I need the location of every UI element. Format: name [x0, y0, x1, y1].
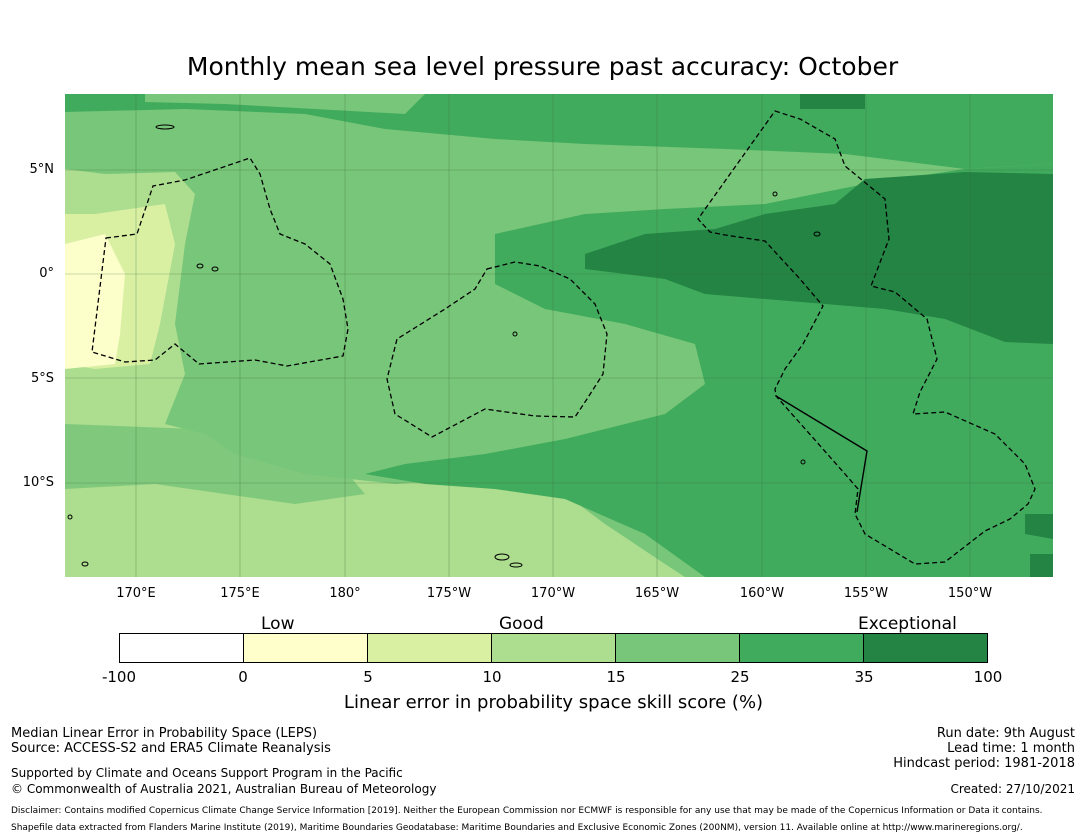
- colorbar-tick: 15: [606, 668, 626, 686]
- colorbar-category-good: Good: [499, 614, 544, 634]
- lon-label: 155°W: [843, 586, 889, 601]
- skill-field-exceptional-corner: [1030, 554, 1053, 577]
- colorbar: [119, 633, 988, 663]
- footer-disclaimer: Disclaimer: Contains modified Copernicus…: [11, 806, 1043, 816]
- skill-field-good-southwest: [65, 424, 365, 504]
- chart-title: Monthly mean sea level pressure past acc…: [186, 52, 899, 81]
- colorbar-segment: [739, 634, 863, 662]
- island-icon: [81, 561, 89, 567]
- footer-support: Supported by Climate and Oceans Support …: [11, 766, 403, 780]
- lon-label: 170°W: [530, 586, 576, 601]
- colorbar-tick: 10: [482, 668, 502, 686]
- skill-field-exceptional: [585, 172, 1053, 344]
- island-icon: [211, 266, 219, 272]
- footer-lead-time: Lead time: 1 month: [947, 741, 1075, 756]
- lon-label: 180°: [329, 586, 361, 601]
- colorbar-segment: [243, 634, 367, 662]
- lat-label: 5°S: [30, 371, 54, 386]
- island-icon: [512, 331, 518, 337]
- lon-label: 175°W: [426, 586, 472, 601]
- skill-field-exceptional-se: [1025, 514, 1053, 539]
- eez-solid-boundary: [775, 395, 868, 513]
- colorbar-category-exceptional: Exceptional: [858, 614, 957, 634]
- lon-label: 170°E: [116, 586, 156, 601]
- map-gridlines: [65, 94, 1053, 577]
- island-icon: [772, 191, 778, 197]
- island-icon: [800, 459, 806, 465]
- skill-field-0-5: [65, 234, 125, 369]
- footer-hindcast-period: Hindcast period: 1981-2018: [893, 756, 1075, 771]
- skill-map: [65, 94, 1053, 577]
- eez-phoenix: [386, 261, 608, 438]
- colorbar-tick: 5: [363, 668, 373, 686]
- lat-label: 10°S: [22, 475, 54, 490]
- island-icon: [196, 263, 204, 269]
- footer-copyright: © Commonwealth of Australia 2021, Austra…: [11, 782, 437, 796]
- footer-source: Source: ACCESS-S2 and ERA5 Climate Reana…: [11, 741, 331, 756]
- lon-label: 175°E: [220, 586, 260, 601]
- colorbar-category-low: Low: [261, 614, 295, 634]
- island-outlines: [67, 124, 821, 568]
- lat-label: 5°N: [29, 162, 55, 177]
- island-icon: [155, 124, 175, 130]
- lon-label: 150°W: [947, 586, 993, 601]
- colorbar-tick: 25: [730, 668, 750, 686]
- colorbar-tick: -100: [101, 668, 137, 686]
- footer-method: Median Linear Error in Probability Space…: [11, 726, 318, 741]
- eez-boundaries: [91, 110, 1036, 565]
- island-icon: [813, 231, 821, 237]
- colorbar-tick: 35: [854, 668, 874, 686]
- skill-field-top: [65, 94, 1053, 169]
- colorbar-segment: [491, 634, 615, 662]
- eez-line-islands: [697, 110, 1036, 565]
- island-icon: [509, 562, 523, 568]
- colorbar-title: Linear error in probability space skill …: [343, 692, 764, 713]
- colorbar-tick: 0: [238, 668, 248, 686]
- colorbar-tick: 100: [973, 668, 1003, 686]
- colorbar-segment: [367, 634, 491, 662]
- lon-label: 165°W: [634, 586, 680, 601]
- lon-label: 160°W: [739, 586, 785, 601]
- eez-cook-line: [775, 395, 868, 513]
- island-icon: [494, 553, 510, 561]
- colorbar-segment: [615, 634, 739, 662]
- skill-map-svg: [65, 94, 1053, 577]
- lat-label: 0°: [39, 266, 54, 281]
- skill-field-good-west: [195, 134, 410, 264]
- footer-shapefile-credit: Shapefile data extracted from Flanders M…: [11, 823, 1023, 833]
- skill-field-top-west: [145, 94, 425, 114]
- footer-run-date: Run date: 9th August: [936, 726, 1075, 741]
- eez-tokelau-tuvalu: [91, 157, 349, 367]
- colorbar-segment: [120, 634, 243, 662]
- island-icon: [67, 514, 73, 520]
- colorbar-segment: [863, 634, 987, 662]
- skill-field-exceptional-top: [800, 94, 865, 109]
- footer-created: Created: 27/10/2021: [950, 782, 1075, 796]
